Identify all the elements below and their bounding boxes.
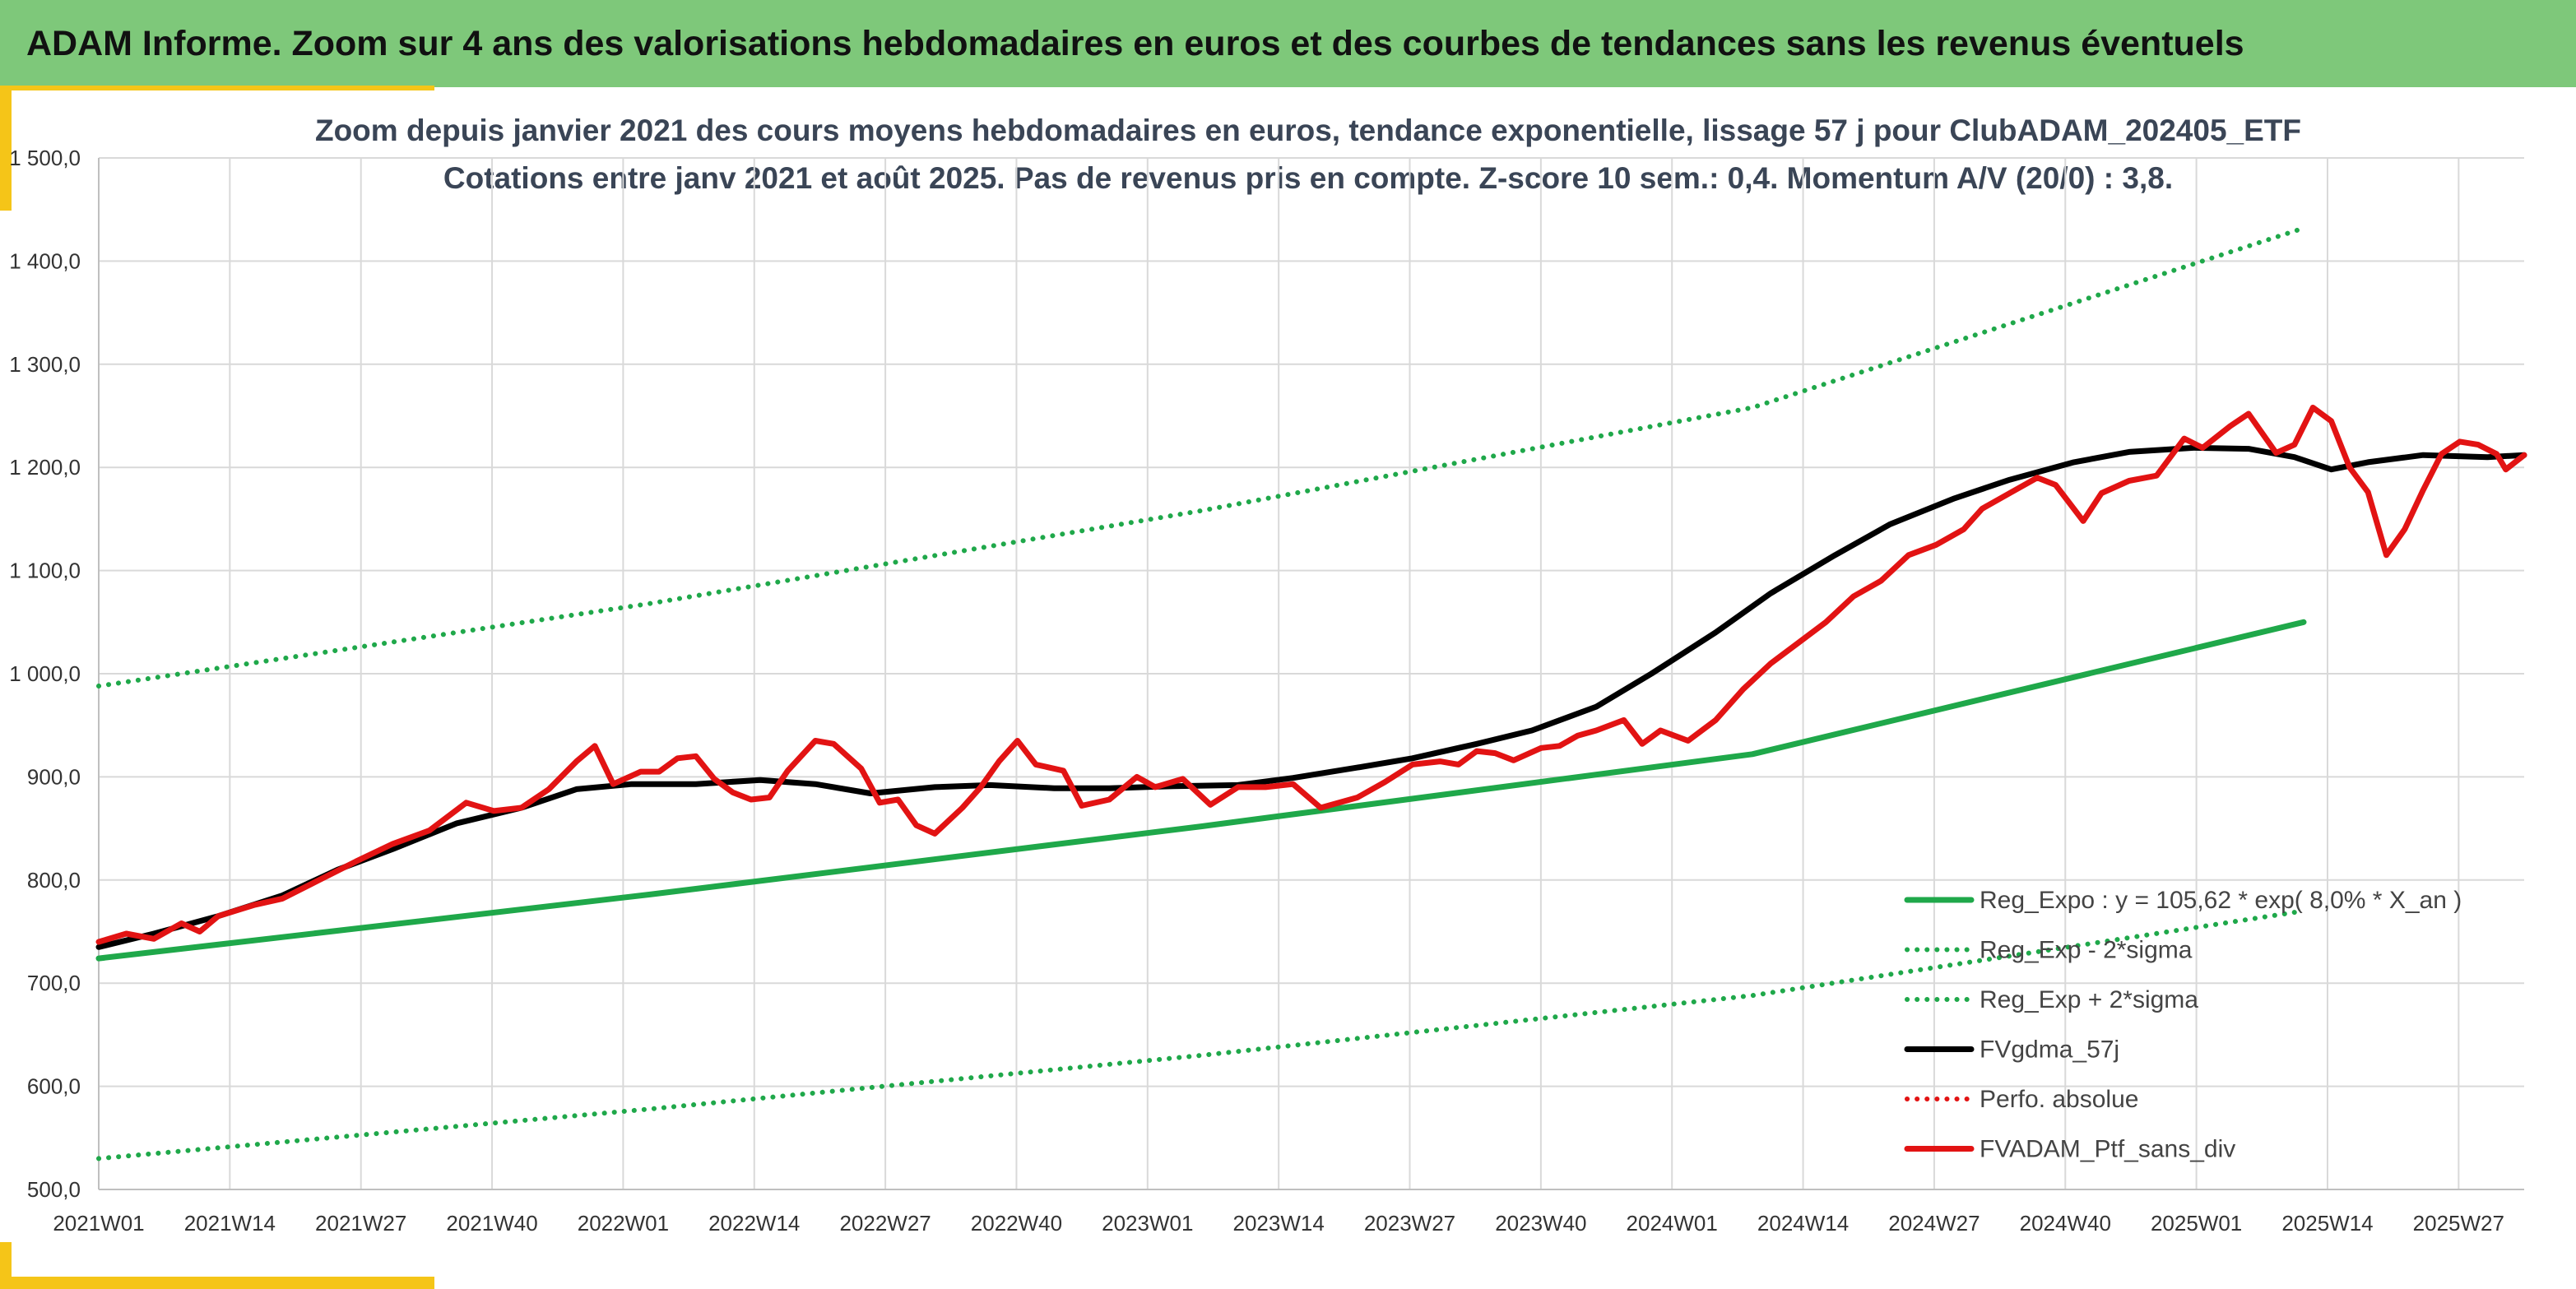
decorative-frame-left bbox=[0, 87, 12, 211]
x-tick-label: 2023W01 bbox=[1102, 1211, 1193, 1236]
y-tick-label: 1 500,0 bbox=[9, 146, 81, 170]
x-tick-label: 2021W27 bbox=[315, 1211, 406, 1236]
x-tick-label: 2021W01 bbox=[53, 1211, 144, 1236]
series-line bbox=[95, 405, 2527, 945]
grid-lines bbox=[98, 157, 2524, 1190]
x-tick-label: 2022W01 bbox=[578, 1211, 669, 1236]
x-tick-label: 2025W01 bbox=[2151, 1211, 2242, 1236]
x-axis-ticks: 2021W01 2021W14 2021W27 2021W40 2022W01 2022W… bbox=[53, 1211, 2504, 1236]
decorative-frame-bottom bbox=[0, 1277, 434, 1289]
x-tick-label: 2023W14 bbox=[1233, 1211, 1325, 1236]
x-tick-label: 2022W14 bbox=[708, 1211, 800, 1236]
y-tick-label: 1 300,0 bbox=[9, 352, 81, 377]
x-tick-label: 2023W40 bbox=[1495, 1211, 1586, 1236]
header-banner: ADAM Informe. Zoom sur 4 ans des valoris… bbox=[0, 0, 2576, 87]
x-tick-label: 2021W14 bbox=[184, 1211, 276, 1236]
x-tick-label: 2025W27 bbox=[2413, 1211, 2504, 1236]
y-tick-label: 900,0 bbox=[27, 764, 81, 789]
x-tick-label: 2023W27 bbox=[1364, 1211, 1455, 1236]
y-tick-label: 600,0 bbox=[27, 1074, 81, 1099]
x-tick-label: 2022W27 bbox=[839, 1211, 931, 1236]
x-tick-label: 2024W27 bbox=[1888, 1211, 1980, 1236]
x-tick-label: 2024W40 bbox=[2020, 1211, 2111, 1236]
y-tick-label: 1 000,0 bbox=[9, 661, 81, 686]
banner-title: ADAM Informe. Zoom sur 4 ans des valoris… bbox=[26, 23, 2244, 63]
series-line bbox=[96, 908, 2306, 1161]
chart-subtitle: Cotations entre janv 2021 et août 2025. … bbox=[443, 161, 2174, 195]
y-axis-ticks: 500,0 600,0 700,0 800,0 900,0 1 000,0 1 100,0 1… bbox=[9, 146, 81, 1202]
x-tick-label: 2024W14 bbox=[1757, 1211, 1849, 1236]
series-line bbox=[96, 225, 2306, 689]
y-tick-label: 700,0 bbox=[27, 971, 81, 995]
legend-label: Reg_Exp - 2*sigma bbox=[1980, 937, 2193, 964]
x-tick-label: 2025W14 bbox=[2281, 1211, 2373, 1236]
series-line bbox=[95, 444, 2527, 950]
decorative-frame-top bbox=[0, 86, 434, 90]
legend-label: FVADAM_Ptf_sans_div bbox=[1980, 1136, 2235, 1163]
legend-label: Perfo. absolue bbox=[1980, 1086, 2138, 1113]
chart-title: Zoom depuis janvier 2021 des cours moyen… bbox=[314, 114, 2301, 147]
x-tick-label: 2022W40 bbox=[971, 1211, 1062, 1236]
y-tick-label: 500,0 bbox=[27, 1177, 81, 1202]
y-tick-label: 1 200,0 bbox=[9, 455, 81, 480]
legend-label: Reg_Exp + 2*sigma bbox=[1980, 986, 2198, 1013]
x-tick-label: 2021W40 bbox=[446, 1211, 537, 1236]
series-line bbox=[95, 619, 2307, 962]
y-tick-label: 800,0 bbox=[27, 868, 81, 893]
legend-label: Reg_Expo : y = 105,62 * exp( 8,0% * X_an… bbox=[1980, 887, 2462, 914]
x-tick-label: 2024W01 bbox=[1627, 1211, 1718, 1236]
y-tick-label: 1 100,0 bbox=[9, 559, 81, 583]
y-tick-label: 1 400,0 bbox=[9, 248, 81, 273]
series-lines bbox=[95, 225, 2527, 1161]
legend: Reg_Expo : y = 105,62 * exp( 8,0% * X_an… bbox=[1904, 887, 2462, 1163]
legend-label: FVgdma_57j bbox=[1980, 1036, 2119, 1064]
